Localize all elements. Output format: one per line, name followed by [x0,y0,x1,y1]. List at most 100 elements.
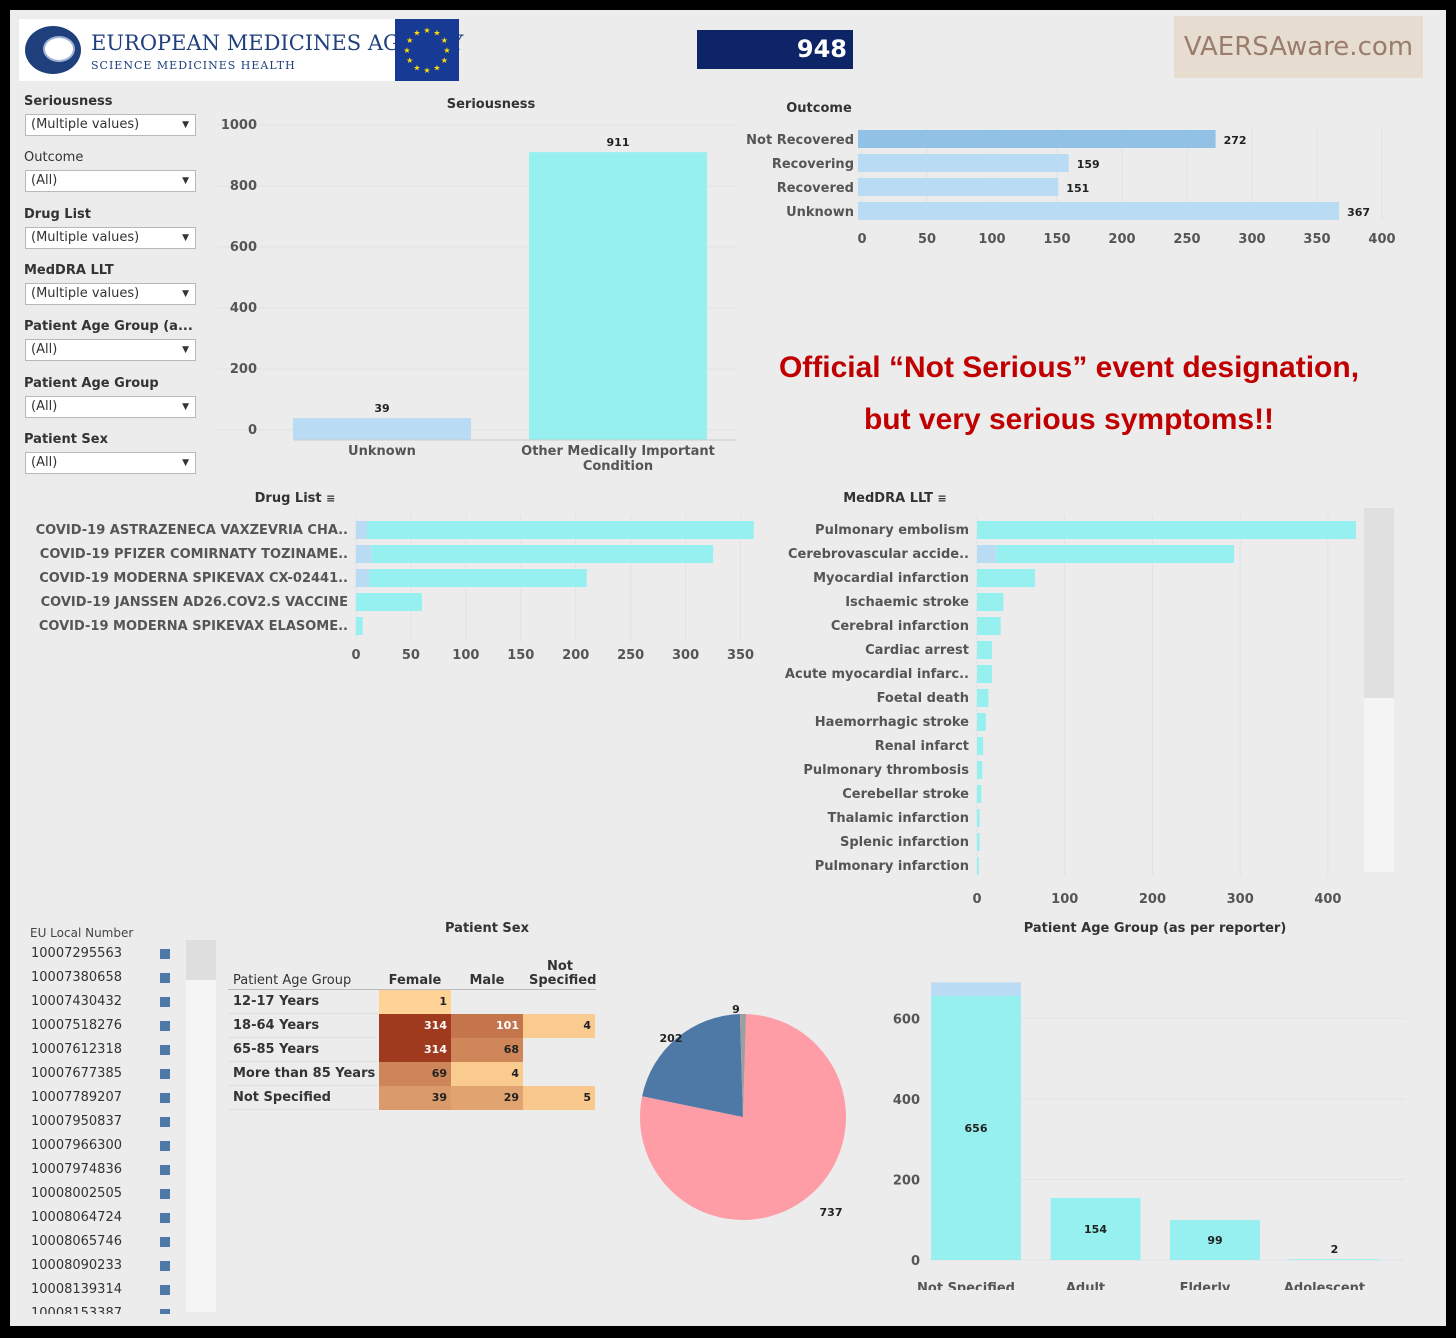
bar[interactable] [1170,1220,1260,1260]
chevron-down-icon[interactable]: ▼ [182,345,189,356]
star-icon: ★ [423,26,430,35]
pie-slice[interactable] [642,1014,743,1117]
filter-dropdown[interactable]: (All) ▼ [25,451,196,474]
list-item[interactable]: 10007518276 [24,1014,214,1038]
bar[interactable] [977,737,984,755]
list-item[interactable]: 10007612318 [24,1038,214,1062]
list-item[interactable]: 10008139314 [24,1278,214,1302]
chevron-down-icon[interactable]: ▼ [182,176,189,187]
list-item[interactable]: 10007966300 [24,1134,214,1158]
bar[interactable] [977,689,989,707]
sort-icon[interactable]: ≡ [937,492,947,505]
eu-local-number: 10007966300 [31,1138,122,1153]
bar[interactable] [529,152,707,440]
star-icon: ★ [413,63,420,72]
filter-dropdown[interactable]: (Multiple values) ▼ [25,114,196,136]
table-cell[interactable]: 69 [379,1062,451,1086]
llt-scrollbar[interactable] [1364,508,1394,872]
bar[interactable] [931,995,1021,1260]
x-tick-label: 0 [972,892,981,904]
bar[interactable] [371,545,714,563]
bar[interactable] [858,130,1216,148]
pie-slice[interactable] [739,1014,747,1117]
seriousness-title: Seriousness [446,97,536,112]
list-item[interactable]: 10007789207 [24,1086,214,1110]
bar[interactable] [356,593,422,611]
bar[interactable] [977,665,992,683]
eu-local-number: 10007430432 [31,994,122,1009]
list-item[interactable]: 10008002505 [24,1182,214,1206]
bar[interactable] [858,154,1069,172]
filter-dropdown[interactable]: (All) ▼ [25,170,196,193]
bar[interactable] [996,545,1235,563]
list-item[interactable]: 10008064724 [24,1206,214,1230]
bar[interactable] [977,857,979,875]
chevron-down-icon[interactable]: ▼ [182,120,189,130]
pie-slice[interactable] [640,1014,846,1220]
bar[interactable] [356,617,363,635]
seriousness-chart: 0 200 400 600 800 1000 39 Unknown 911 Other Medic… [217,118,737,474]
bar[interactable] [369,569,587,587]
chevron-down-icon[interactable]: ▼ [182,232,189,243]
star-icon: ★ [423,66,430,75]
bar[interactable] [977,833,980,851]
table-cell[interactable]: 101 [451,1014,523,1038]
eu-list-scrollbar[interactable] [186,940,216,1312]
bar[interactable] [977,785,982,803]
bar[interactable] [293,418,471,440]
table-cell[interactable]: 4 [451,1062,523,1086]
filter-dropdown[interactable]: (All) ▼ [25,339,196,362]
bar[interactable] [356,545,372,563]
bar[interactable] [931,982,1021,996]
bar[interactable] [977,761,983,779]
meddra-llt-title[interactable]: MedDRA LLT ≡ [835,491,955,506]
bar[interactable] [1289,1259,1380,1260]
filter-dropdown[interactable]: (All) ▼ [25,395,196,418]
table-cell[interactable]: 4 [523,1014,595,1038]
chevron-down-icon[interactable]: ▼ [182,401,189,412]
bar[interactable] [977,809,980,827]
list-item[interactable]: 10007974836 [24,1158,214,1182]
list-item[interactable]: 10007677385 [24,1062,214,1086]
sort-icon[interactable]: ≡ [326,492,336,505]
filter-value: (All) [31,398,58,414]
bar[interactable] [356,521,367,539]
star-icon: ★ [443,46,450,55]
list-item[interactable]: 10008090233 [24,1254,214,1278]
bar[interactable] [858,178,1059,196]
bar[interactable] [977,521,1356,539]
table-cell[interactable]: 1 [379,990,451,1014]
color-legend-icon [160,1285,170,1295]
x-tick-label: 50 [402,648,420,663]
bar[interactable] [977,593,1004,611]
list-item[interactable]: 10007430432 [24,990,214,1014]
filter-dropdown[interactable]: (Multiple values) ▼ [25,226,196,249]
bar[interactable] [1050,1197,1141,1260]
bar[interactable] [858,202,1340,220]
bar[interactable] [977,545,997,563]
bar[interactable] [977,641,992,659]
bar[interactable] [366,521,754,539]
bar[interactable] [356,569,370,587]
list-item[interactable]: 10007950837 [24,1110,214,1134]
list-item[interactable]: 10008153387 [24,1302,214,1314]
bar[interactable] [977,569,1035,587]
bar[interactable] [977,617,1001,635]
drug-list-title[interactable]: Drug List ≡ [240,491,350,506]
bar[interactable] [977,713,986,731]
list-item[interactable]: 10007380658 [24,966,214,990]
llt-scrollbar-thumb[interactable] [1364,508,1394,698]
chevron-down-icon[interactable]: ▼ [182,457,189,468]
y-tick-label: COVID-19 PFIZER COMIRNATY TOZINAME.. [40,547,348,562]
table-cell[interactable]: 68 [451,1038,523,1062]
table-cell[interactable]: 5 [523,1086,595,1110]
list-item[interactable]: 10007295563 [24,942,214,966]
table-cell[interactable]: 314 [379,1014,451,1038]
filter-dropdown[interactable]: (Multiple values) ▼ [25,282,196,305]
eu-list-scrollbar-thumb[interactable] [186,940,216,980]
chevron-down-icon[interactable]: ▼ [182,288,189,299]
list-item[interactable]: 10008065746 [24,1230,214,1254]
table-cell[interactable]: 39 [379,1086,451,1110]
table-cell[interactable]: 29 [451,1086,523,1110]
table-cell[interactable]: 314 [379,1038,451,1062]
